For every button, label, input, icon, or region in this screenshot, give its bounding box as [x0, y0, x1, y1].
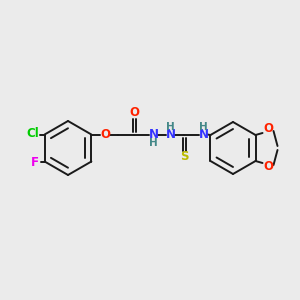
Text: O: O [263, 122, 274, 136]
Text: H: H [149, 137, 158, 148]
Text: O: O [129, 106, 140, 119]
Text: H: H [199, 122, 208, 131]
Text: N: N [165, 128, 176, 141]
Text: N: N [148, 128, 158, 141]
Text: N: N [198, 128, 208, 141]
Text: H: H [166, 122, 175, 131]
Text: O: O [100, 128, 110, 141]
Text: S: S [180, 150, 189, 163]
Text: O: O [263, 160, 274, 173]
Text: F: F [31, 156, 39, 169]
Text: Cl: Cl [26, 127, 39, 140]
